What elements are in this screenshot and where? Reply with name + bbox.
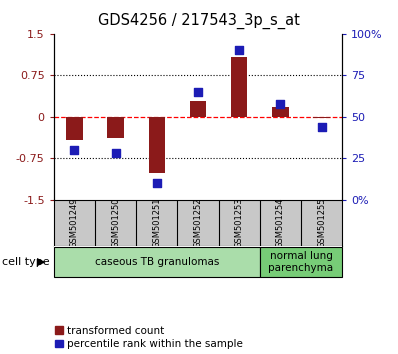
Text: GSM501253: GSM501253 [235,198,244,249]
Text: GDS4256 / 217543_3p_s_at: GDS4256 / 217543_3p_s_at [98,12,300,29]
Point [236,47,242,53]
Legend: transformed count, percentile rank within the sample: transformed count, percentile rank withi… [55,326,243,349]
Bar [148,117,165,173]
Text: GSM501250: GSM501250 [111,198,120,248]
Text: ▶: ▶ [37,257,45,267]
Text: caseous TB granulomas: caseous TB granulomas [95,257,219,267]
Point [195,89,201,95]
Bar [313,117,330,118]
Point [112,150,119,156]
Bar [190,101,206,117]
Point [318,124,325,130]
Point [71,147,78,153]
Text: GSM501252: GSM501252 [193,198,203,248]
Text: normal lung
parenchyma: normal lung parenchyma [269,251,334,273]
Bar [54,247,260,276]
Bar [231,57,248,117]
Text: GSM501254: GSM501254 [276,198,285,248]
Text: GSM501255: GSM501255 [317,198,326,248]
Bar [272,107,289,117]
Text: GSM501249: GSM501249 [70,198,79,248]
Text: GSM501251: GSM501251 [152,198,161,248]
Bar [66,117,83,140]
Point [277,101,284,106]
Bar [107,117,124,138]
Point [154,181,160,186]
Text: cell type: cell type [2,257,50,267]
Bar [260,247,342,276]
